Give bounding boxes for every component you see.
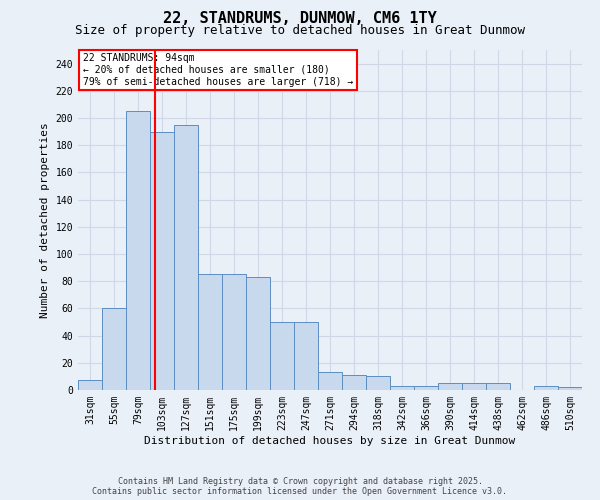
Y-axis label: Number of detached properties: Number of detached properties bbox=[40, 122, 50, 318]
Bar bbox=[222, 274, 246, 390]
Bar bbox=[438, 383, 462, 390]
Bar bbox=[318, 372, 342, 390]
Bar bbox=[198, 274, 222, 390]
Bar bbox=[126, 111, 150, 390]
Bar bbox=[78, 380, 102, 390]
Bar bbox=[366, 376, 390, 390]
Bar bbox=[390, 386, 414, 390]
Bar bbox=[534, 386, 558, 390]
Text: 22, STANDRUMS, DUNMOW, CM6 1TY: 22, STANDRUMS, DUNMOW, CM6 1TY bbox=[163, 11, 437, 26]
Bar bbox=[294, 322, 318, 390]
Text: 22 STANDRUMS: 94sqm
← 20% of detached houses are smaller (180)
79% of semi-detac: 22 STANDRUMS: 94sqm ← 20% of detached ho… bbox=[83, 54, 353, 86]
Bar bbox=[414, 386, 438, 390]
Bar bbox=[342, 375, 366, 390]
Bar bbox=[102, 308, 126, 390]
Bar bbox=[150, 132, 174, 390]
Bar bbox=[246, 277, 270, 390]
Bar bbox=[486, 383, 510, 390]
Bar bbox=[462, 383, 486, 390]
Bar bbox=[174, 125, 198, 390]
Bar bbox=[270, 322, 294, 390]
Bar bbox=[558, 388, 582, 390]
Text: Size of property relative to detached houses in Great Dunmow: Size of property relative to detached ho… bbox=[75, 24, 525, 37]
X-axis label: Distribution of detached houses by size in Great Dunmow: Distribution of detached houses by size … bbox=[145, 436, 515, 446]
Text: Contains HM Land Registry data © Crown copyright and database right 2025.
Contai: Contains HM Land Registry data © Crown c… bbox=[92, 476, 508, 496]
